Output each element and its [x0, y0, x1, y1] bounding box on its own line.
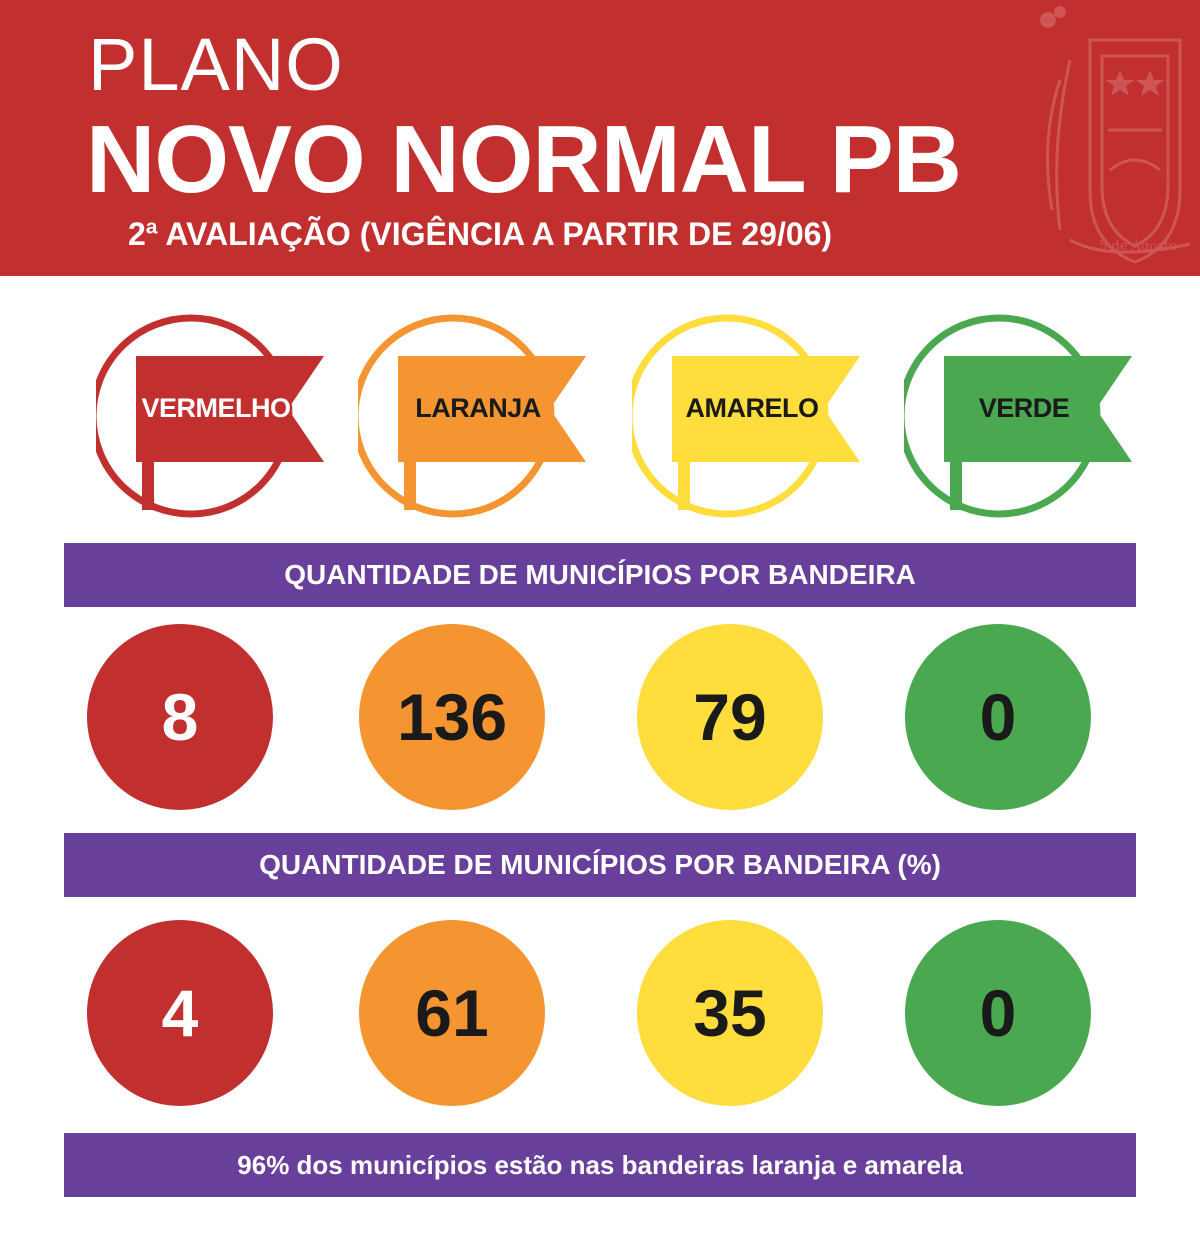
flag-banner	[398, 356, 586, 462]
flag-banner	[944, 356, 1132, 462]
count-laranja: 136	[359, 624, 545, 810]
section-percent-banner: QUANTIDADE DE MUNICÍPIOS POR BANDEIRA (%…	[64, 833, 1136, 897]
flag-pole	[142, 458, 154, 510]
flag-amarelo: AMARELO	[632, 308, 872, 528]
flag-emblem-icon	[632, 314, 860, 518]
flag-pole	[404, 458, 416, 510]
percent-vermelho: 4	[87, 920, 273, 1106]
flag-laranja: LARANJA	[358, 308, 598, 528]
flag-banner	[672, 356, 860, 462]
header: PLANO NOVO NORMAL PB 2ª AVALIAÇÃO (VIGÊN…	[0, 0, 1200, 276]
percent-verde: 0	[905, 920, 1091, 1106]
percent-amarelo: 35	[637, 920, 823, 1106]
flag-label: LARANJA	[415, 393, 541, 423]
flags-row: VERMELHO LARANJA AMARELO VERDE	[0, 300, 1200, 530]
percent-laranja: 61	[359, 920, 545, 1106]
flag-label: VERMELHO	[141, 393, 291, 423]
flag-emblem-icon	[96, 314, 324, 518]
flag-pole	[950, 458, 962, 510]
footer-banner: 96% dos municípios estão nas bandeiras l…	[64, 1133, 1136, 1197]
flag-emblem-icon	[904, 314, 1132, 518]
count-amarelo: 79	[637, 624, 823, 810]
flag-label: VERDE	[978, 393, 1070, 423]
flag-vermelho: VERMELHO	[96, 308, 336, 528]
flag-emblem-icon	[358, 314, 586, 518]
section-counts-banner: QUANTIDADE DE MUNICÍPIOS POR BANDEIRA	[64, 543, 1136, 607]
page-subtitle: 2ª AVALIAÇÃO (VIGÊNCIA A PARTIR DE 29/06…	[128, 216, 833, 252]
flag-verde: VERDE	[904, 308, 1144, 528]
plano-label: PLANO	[88, 23, 344, 106]
flag-pole	[678, 458, 690, 510]
page-title: NOVO NORMAL PB	[86, 106, 962, 213]
count-vermelho: 8	[87, 624, 273, 810]
state-crest-watermark: 5 de Agosto	[1040, 6, 1191, 264]
count-verde: 0	[905, 624, 1091, 810]
flag-banner	[136, 356, 324, 462]
flag-label: AMARELO	[685, 393, 820, 423]
crest-ribbon-text: 5 de Agosto	[1099, 239, 1177, 254]
